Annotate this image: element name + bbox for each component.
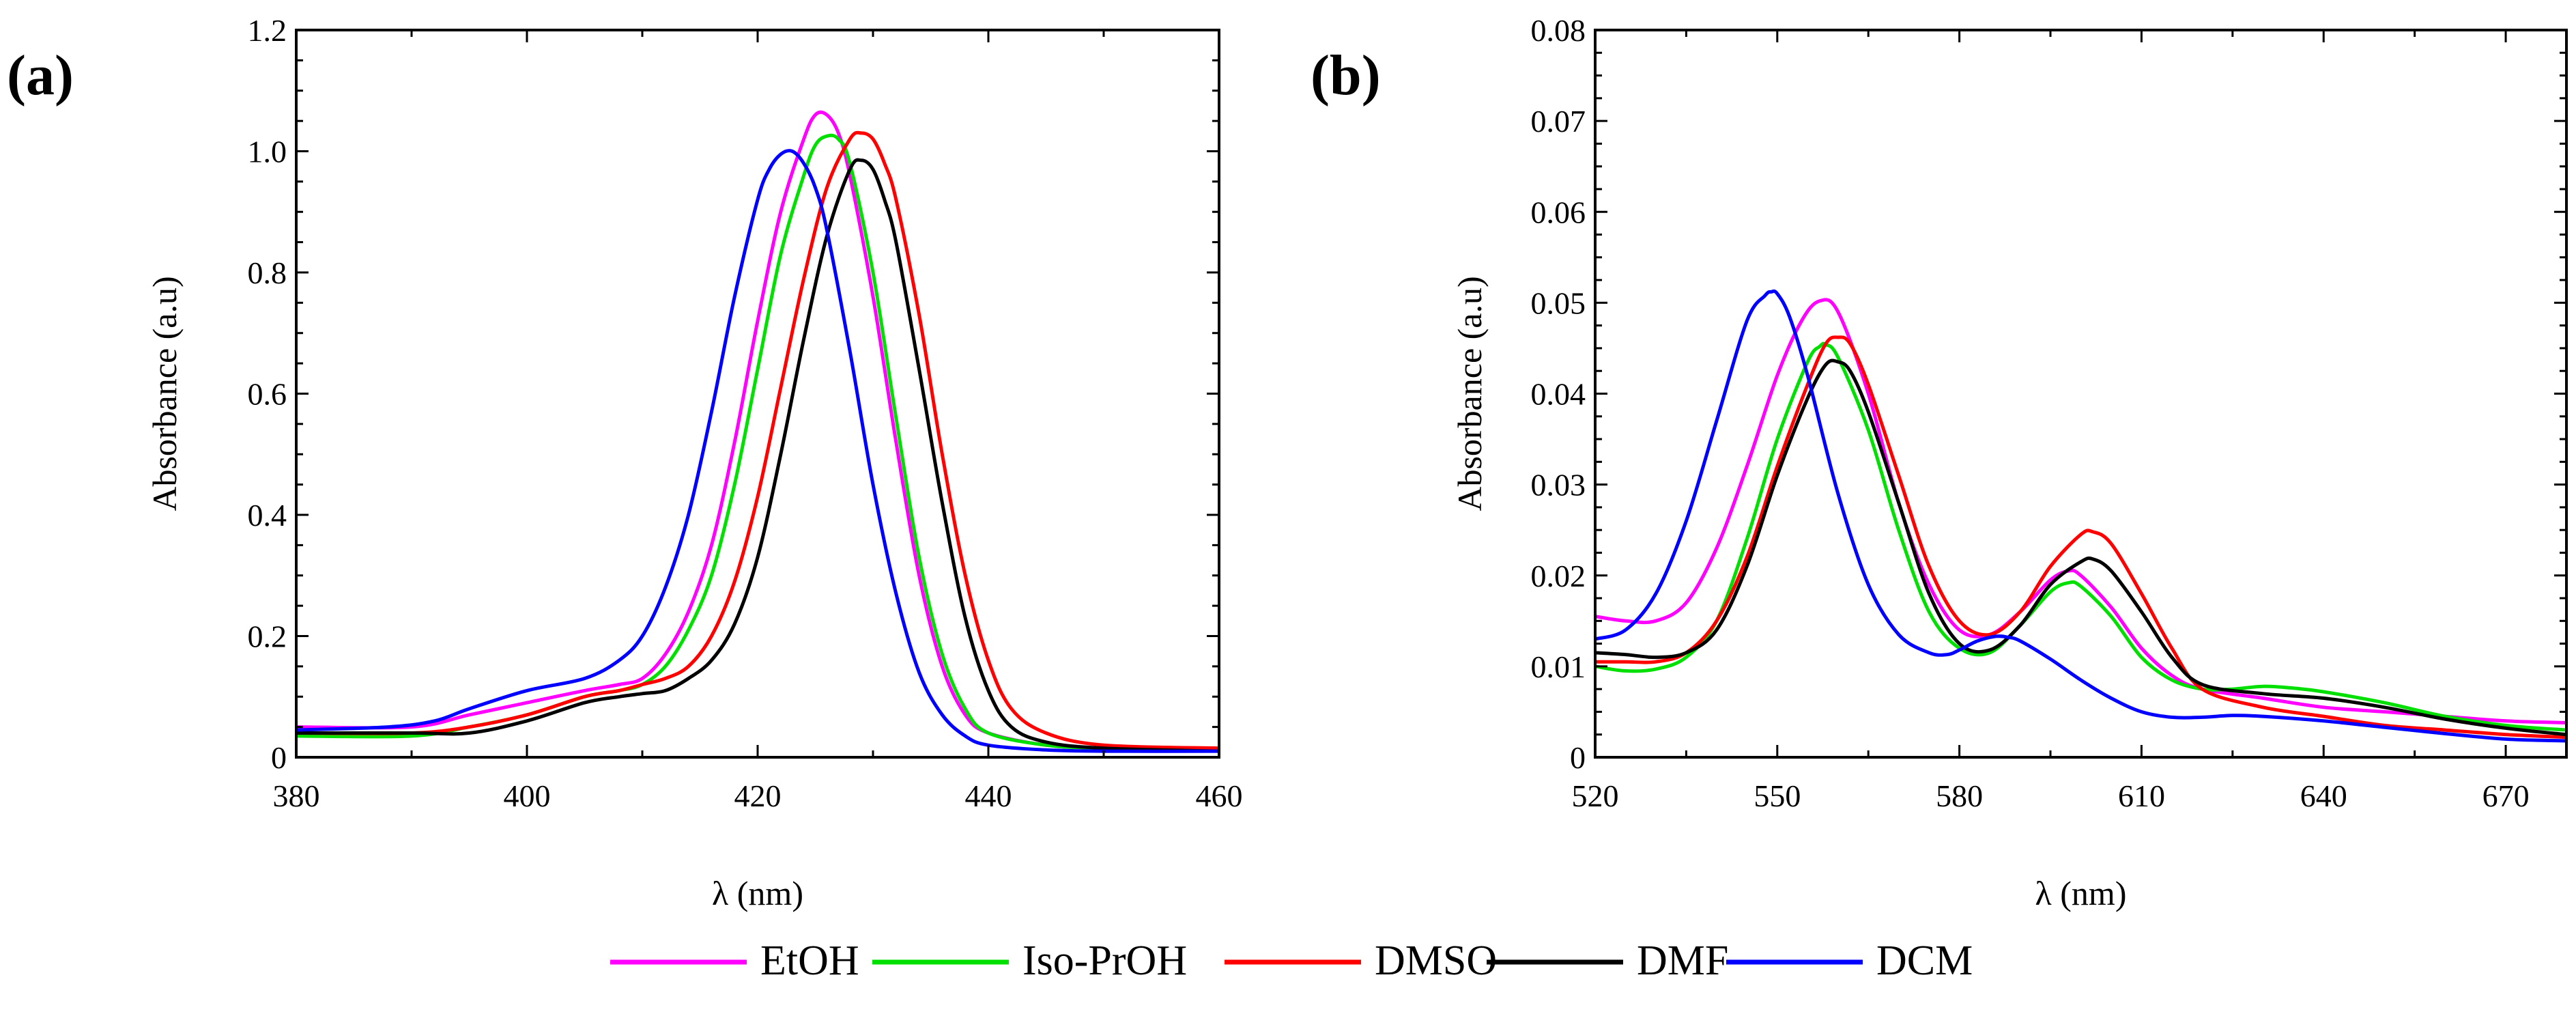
legend-label: DMSO bbox=[1375, 938, 1497, 984]
x-tick-label: 640 bbox=[2300, 778, 2347, 813]
series-line-dmf bbox=[296, 158, 1219, 753]
y-tick-label: 0.8 bbox=[248, 255, 287, 290]
series-line-dmf bbox=[1595, 358, 2566, 737]
y-tick-label: 0.05 bbox=[1531, 285, 1586, 320]
y-tick-label: 0.4 bbox=[248, 498, 287, 533]
y-tick-label: 0.07 bbox=[1531, 104, 1586, 139]
x-tick-label: 460 bbox=[1196, 778, 1243, 813]
x-axis-title: λ (nm) bbox=[2035, 874, 2127, 912]
plot-frame bbox=[1594, 29, 2568, 759]
plot-frame bbox=[295, 29, 1220, 759]
x-axis-title: λ (nm) bbox=[712, 874, 803, 912]
y-tick-label: 0.02 bbox=[1531, 559, 1586, 593]
x-tick-label: 610 bbox=[2118, 778, 2165, 813]
panel-label-a: (a) bbox=[7, 44, 74, 107]
series-line-iso-proh bbox=[296, 133, 1219, 753]
series-line-iso-proh bbox=[1595, 341, 2566, 732]
series-group bbox=[296, 110, 1219, 753]
series-group bbox=[1595, 289, 2566, 743]
y-tick-label: 0.6 bbox=[248, 377, 287, 412]
legend-item-dmso: DMSO bbox=[1225, 938, 1497, 984]
legend: EtOH Iso-PrOH DMSO DMF DCM bbox=[610, 938, 1973, 984]
series-line-etoh bbox=[1595, 298, 2566, 724]
legend-label: DCM bbox=[1876, 938, 1973, 984]
y-tick-label: 0.01 bbox=[1531, 649, 1586, 684]
panel-label-b: (b) bbox=[1311, 44, 1381, 107]
x-tick-label: 380 bbox=[273, 778, 320, 813]
y-axis-title: Absorbance (a.u) bbox=[145, 276, 184, 511]
chart-panel-b: (b) 520 550 580 610 640 670 0 0.01 0.02 0.03 0.04 0.… bbox=[1311, 13, 2568, 912]
legend-label: EtOH bbox=[760, 938, 859, 984]
y-tick-label: 1.2 bbox=[248, 13, 287, 48]
x-tick-label: 520 bbox=[1572, 778, 1619, 813]
y-tick-label: 0.06 bbox=[1531, 195, 1586, 229]
x-tick-label: 580 bbox=[1936, 778, 1983, 813]
series-line-dmso bbox=[1595, 335, 2566, 740]
y-tick-label: 0.03 bbox=[1531, 468, 1586, 503]
y-tick-label: 0.04 bbox=[1531, 377, 1586, 412]
legend-item-etoh: EtOH bbox=[610, 938, 859, 984]
y-tick-label: 0 bbox=[271, 740, 287, 775]
x-tick-label: 550 bbox=[1754, 778, 1801, 813]
x-tick-label: 670 bbox=[2482, 778, 2530, 813]
y-tick-label: 0 bbox=[1570, 740, 1586, 775]
legend-label: DMF bbox=[1637, 938, 1728, 984]
legend-item-dmf: DMF bbox=[1487, 938, 1728, 984]
y-axis-title: Absorbance (a.u) bbox=[1450, 276, 1489, 511]
series-line-dcm bbox=[296, 149, 1219, 753]
y-tick-label: 0.08 bbox=[1531, 13, 1586, 48]
legend-item-dcm: DCM bbox=[1726, 938, 1973, 984]
chart-panel-a: (a) 380 400 420 440 460 0 0.2 0.4 0.6 0.8 1.0 1.2 λ (… bbox=[7, 13, 1243, 912]
y-tick-label: 1.0 bbox=[248, 135, 287, 169]
series-line-dmso bbox=[296, 130, 1219, 750]
y-tick-label: 0.2 bbox=[248, 619, 287, 654]
x-tick-label: 440 bbox=[965, 778, 1012, 813]
legend-item-iso-proh: Iso-PrOH bbox=[872, 938, 1187, 984]
x-tick-label: 420 bbox=[734, 778, 782, 813]
legend-label: Iso-PrOH bbox=[1022, 938, 1187, 984]
series-line-etoh bbox=[296, 110, 1219, 753]
x-tick-label: 400 bbox=[504, 778, 551, 813]
series-line-dcm bbox=[1595, 289, 2566, 743]
